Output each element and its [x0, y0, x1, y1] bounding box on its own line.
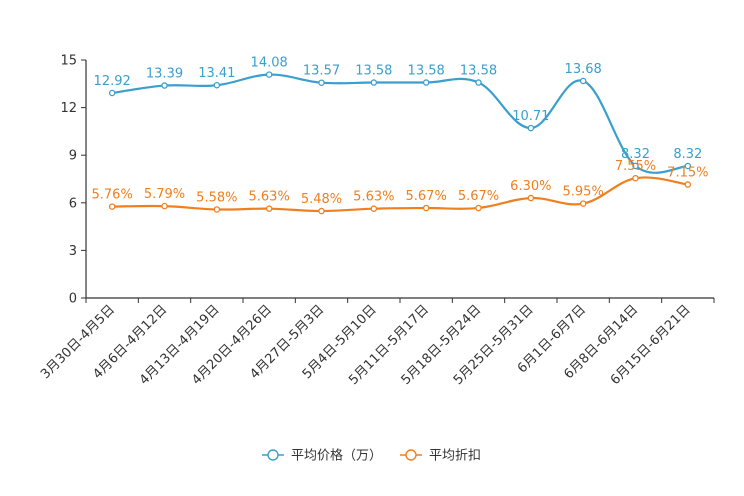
data-point-price[interactable] [108, 89, 116, 97]
data-point-price[interactable] [370, 79, 378, 86]
legend[interactable]: 平均价格（万） 平均折扣 [262, 448, 481, 464]
data-point-price[interactable] [213, 81, 221, 89]
data-point-price[interactable] [422, 79, 430, 86]
legend-item-price[interactable]: 平均价格（万） [262, 448, 382, 464]
data-point-discount[interactable] [318, 207, 325, 215]
data-point-price[interactable] [684, 162, 692, 170]
y-tick-label: 3 [69, 244, 77, 259]
series-line-discount [112, 176, 688, 213]
y-tick-label: 0 [69, 292, 77, 307]
data-label-price: 13.57 [303, 64, 340, 79]
data-point-discount[interactable] [422, 204, 430, 212]
series-layer [108, 71, 692, 215]
data-point-price[interactable] [579, 77, 587, 85]
data-point-price[interactable] [527, 124, 535, 132]
data-point-price[interactable] [632, 162, 639, 170]
data-label-price: 12.92 [94, 74, 131, 89]
data-point-discount[interactable] [684, 181, 692, 188]
data-label-price: 8.32 [621, 147, 650, 162]
y-tick-label: 12 [60, 101, 77, 116]
data-point-discount[interactable] [632, 174, 639, 182]
data-label-discount: 5.63% [249, 190, 290, 205]
data-label-discount: 5.79% [144, 187, 185, 202]
data-label-discount: 5.76% [92, 188, 133, 203]
data-label-discount: 5.95% [563, 185, 604, 200]
data-label-price: 13.58 [355, 64, 392, 79]
data-label-discount: 6.30% [510, 179, 551, 194]
data-point-price[interactable] [265, 71, 273, 78]
legend-marker-icon [405, 449, 417, 461]
data-point-discount[interactable] [108, 203, 116, 210]
legend-item-discount[interactable]: 平均折扣 [400, 449, 481, 464]
legend-label: 平均价格（万） [291, 448, 382, 464]
data-label-discount: 5.63% [353, 190, 394, 205]
data-label-price: 10.71 [512, 109, 549, 124]
data-label-price: 14.08 [251, 56, 288, 71]
data-label-discount: 5.67% [458, 189, 499, 204]
data-point-discount[interactable] [265, 205, 273, 212]
data-point-discount[interactable] [213, 206, 221, 213]
data-point-price[interactable] [318, 79, 325, 86]
y-tick-label: 9 [69, 149, 77, 164]
y-tick-label: 6 [69, 196, 77, 211]
data-point-price[interactable] [161, 82, 168, 89]
data-point-discount[interactable] [370, 205, 378, 212]
label-layer: 12.92 13.39 13.41 14.08 13.57 13.58 13.58 13.58… [92, 56, 709, 207]
data-label-price: 13.41 [198, 66, 235, 81]
data-label-price: 13.39 [146, 67, 183, 82]
legend-marker-icon [267, 449, 279, 461]
data-label-discount: 7.55% [615, 159, 656, 174]
legend-label: 平均折扣 [429, 449, 481, 464]
data-point-discount[interactable] [527, 194, 535, 202]
data-point-discount[interactable] [161, 202, 168, 210]
data-label-discount: 7.15% [667, 166, 708, 181]
data-label-price: 13.58 [460, 64, 497, 79]
data-point-price[interactable] [475, 79, 482, 86]
data-point-discount[interactable] [579, 200, 587, 207]
data-label-price: 8.32 [673, 147, 702, 162]
data-point-discount[interactable] [475, 204, 482, 212]
series-line-price [112, 73, 688, 174]
data-label-discount: 5.67% [406, 189, 447, 204]
data-label-price: 13.68 [565, 62, 602, 77]
data-label-price: 13.58 [408, 64, 445, 79]
axis-layer: 036912153月30日-4月5日4月6日-4月12日4月13日-4月19日4… [38, 54, 715, 388]
y-tick-label: 15 [60, 54, 77, 69]
data-label-discount: 5.58% [196, 190, 237, 205]
data-label-discount: 5.48% [301, 192, 342, 207]
